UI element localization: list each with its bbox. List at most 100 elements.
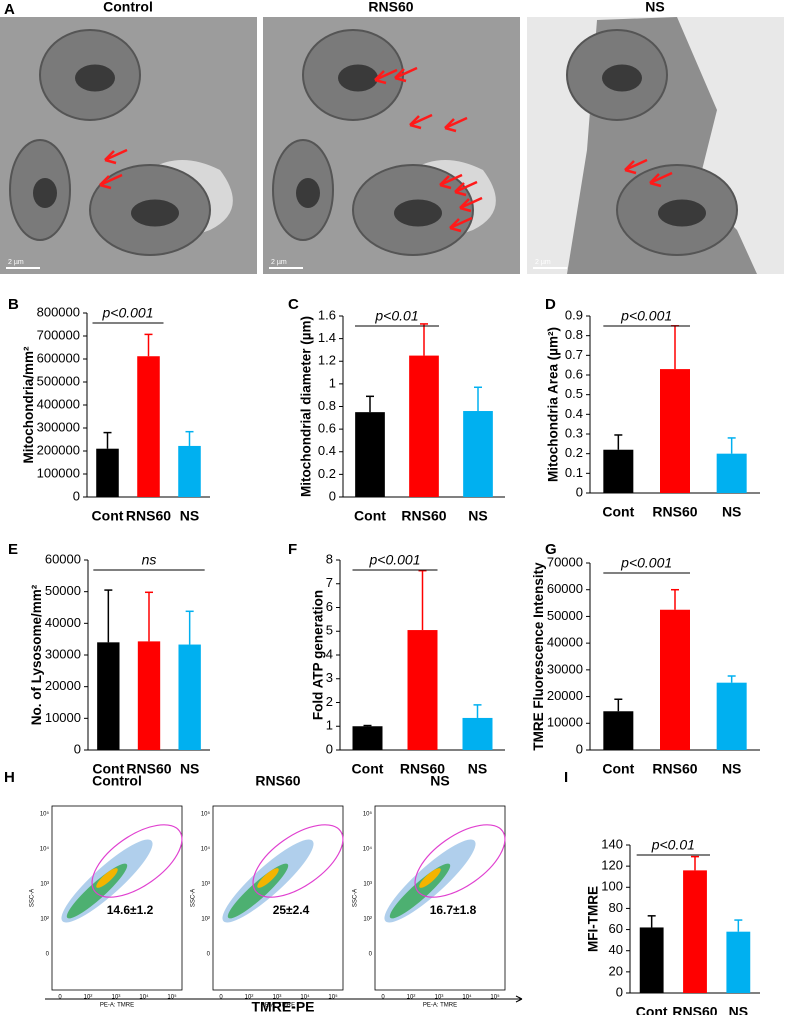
gate: [91, 824, 183, 898]
bar: [352, 726, 383, 750]
flow-x-tick: 10³: [435, 995, 444, 1001]
flow-plot: [212, 805, 344, 991]
bar: [660, 369, 690, 493]
significance-label: p<0.001: [620, 308, 672, 324]
y-tick-label: 20000: [547, 688, 583, 703]
chromatin: [338, 64, 378, 92]
significance-label: p<0.001: [102, 305, 154, 321]
arrow-head: [459, 198, 472, 213]
y-tick-label: 40: [609, 942, 623, 957]
x-tick-label: RNS60: [652, 761, 697, 777]
panel-letter: G: [545, 541, 557, 558]
flow-y-tick: 0: [369, 952, 373, 958]
y-tick-label: 1: [329, 375, 336, 390]
arrow: [394, 66, 418, 80]
flow-x-tick: 10⁴: [300, 994, 310, 1001]
bar: [603, 449, 634, 493]
y-axis-label: Fold ATP generation: [310, 590, 325, 720]
y-tick-label: 40000: [547, 635, 583, 650]
bar: [660, 609, 690, 750]
flow-y-tick: 10²: [363, 917, 372, 923]
flow-x-tick: 10⁵: [328, 994, 338, 1001]
dot-cloud-core: [419, 868, 441, 888]
flow-title: NS: [430, 773, 449, 789]
x-tick-label: NS: [722, 504, 741, 520]
flow-y-label: SSC-A: [353, 889, 359, 907]
arrow-head: [104, 150, 117, 165]
y-tick-label: 0.4: [565, 406, 583, 421]
y-tick-label: 1.4: [318, 330, 336, 345]
y-tick-label: 3: [326, 670, 333, 685]
y-tick-label: 8: [326, 551, 333, 566]
x-tick-label: NS: [468, 508, 487, 524]
y-tick-label: 40000: [45, 615, 81, 630]
y-tick-label: 6: [326, 599, 333, 614]
flow-y-tick: 10⁵: [201, 811, 211, 818]
arrow-head: [394, 68, 407, 83]
bar: [137, 356, 160, 497]
y-tick-label: 400000: [37, 396, 80, 411]
y-tick-label: 50000: [547, 608, 583, 623]
flow-y-label: SSC-A: [191, 889, 197, 907]
x-tick-label: Cont: [92, 508, 124, 524]
arrow: [449, 216, 473, 230]
arrow-head: [409, 115, 422, 130]
flow-x-tick: 0: [219, 995, 223, 1001]
bar: [462, 717, 493, 750]
axis-arrow-head: [515, 995, 523, 1003]
flow-y-tick: 10²: [40, 917, 49, 923]
significance-label: p<0.01: [374, 308, 418, 324]
x-tick-label: Cont: [352, 761, 384, 777]
flow-x-tick: 10⁴: [139, 994, 149, 1001]
arrow: [444, 116, 468, 130]
flow-y-tick: 0: [46, 952, 50, 958]
gate-label: 16.7±1.8: [430, 903, 477, 917]
y-tick-label: 30000: [45, 646, 81, 661]
y-axis-label: TMRE Fluorescence Intensity: [531, 562, 546, 751]
flow-title: RNS60: [255, 773, 300, 789]
panel-letter: F: [288, 541, 297, 558]
flow-y-tick: 10⁴: [201, 846, 211, 853]
y-tick-label: 0.8: [565, 327, 583, 342]
x-tick-label: RNS60: [126, 508, 171, 524]
y-tick-label: 500000: [37, 373, 80, 388]
y-tick-label: 60: [609, 921, 623, 936]
y-tick-label: 100000: [37, 465, 80, 480]
y-tick-label: 1.2: [318, 353, 336, 368]
flow-plot: [51, 805, 183, 991]
y-tick-label: 0: [74, 741, 81, 756]
y-tick-label: 700000: [37, 327, 80, 342]
x-tick-label: NS: [180, 508, 199, 524]
arrow: [439, 173, 463, 187]
y-tick-label: 0.1: [565, 465, 583, 480]
y-tick-label: 20000: [45, 678, 81, 693]
y-tick-label: 0: [73, 488, 80, 503]
y-tick-label: 5: [326, 623, 333, 638]
x-tick-label: Cont: [354, 508, 386, 524]
gate-label: 25±2.4: [273, 903, 310, 917]
x-tick-label: RNS60: [400, 761, 445, 777]
y-tick-label: 1.6: [318, 307, 336, 322]
y-tick-label: 0.3: [565, 425, 583, 440]
bar: [96, 448, 119, 497]
bar: [683, 870, 707, 993]
chromatin: [602, 64, 642, 92]
y-tick-label: 2: [326, 694, 333, 709]
y-tick-label: 60000: [547, 581, 583, 596]
y-tick-label: 0.6: [565, 366, 583, 381]
y-tick-label: 0.5: [565, 386, 583, 401]
y-tick-label: 0.4: [318, 443, 336, 458]
y-tick-label: 80: [609, 900, 623, 915]
flow-y-tick: 10⁴: [363, 846, 373, 853]
y-axis-label: Mitochondria/mm²: [21, 346, 36, 464]
bar: [355, 412, 385, 497]
flow-x-tick: 10⁵: [490, 994, 500, 1001]
flow-x-tick: 10²: [245, 995, 254, 1001]
scale-label: 2 µm: [271, 259, 287, 266]
significance-label: p<0.001: [620, 555, 672, 571]
x-tick-label: NS: [468, 761, 487, 777]
arrow: [454, 180, 478, 194]
x-tick-label: NS: [729, 1004, 748, 1015]
flow-x-tick: 10²: [84, 995, 93, 1001]
flow-plot: [374, 805, 506, 991]
